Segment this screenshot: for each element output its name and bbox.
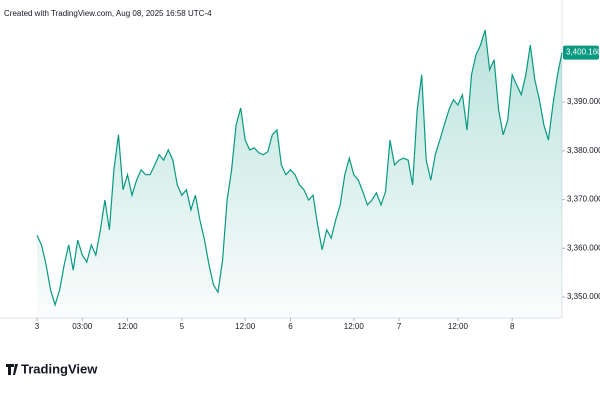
x-tick-label: 12:00 xyxy=(448,322,469,331)
x-tick-label: 12:00 xyxy=(344,322,365,331)
logo-icon xyxy=(6,364,18,375)
price-line xyxy=(36,29,563,307)
y-tick-label: 3,390.000 xyxy=(567,97,600,106)
y-tick-label: 3,350.000 xyxy=(567,292,600,301)
area-fill xyxy=(37,30,562,318)
y-tick-label: 3,360.000 xyxy=(567,243,600,252)
x-tick-label: 12:00 xyxy=(235,322,256,331)
last-price-label: 3,400.160 xyxy=(566,48,600,57)
y-tick-label: 3,370.000 xyxy=(567,195,600,204)
brand: TradingView xyxy=(21,361,98,376)
x-tick-label: 3 xyxy=(35,322,40,331)
x-tick-label: 7 xyxy=(397,322,402,331)
last-price-tag xyxy=(563,45,599,60)
x-tick-label: 03:00 xyxy=(72,322,93,331)
chart-title: Created with TradingView.com, Aug 08, 20… xyxy=(4,9,212,18)
x-tick-label: 8 xyxy=(510,322,515,331)
x-tick-label: 5 xyxy=(180,322,185,331)
logo: TradingView xyxy=(6,361,98,376)
x-tick-label: 12:00 xyxy=(118,322,139,331)
x-tick-label: 6 xyxy=(288,322,293,331)
y-tick-label: 3,380.000 xyxy=(567,146,600,155)
